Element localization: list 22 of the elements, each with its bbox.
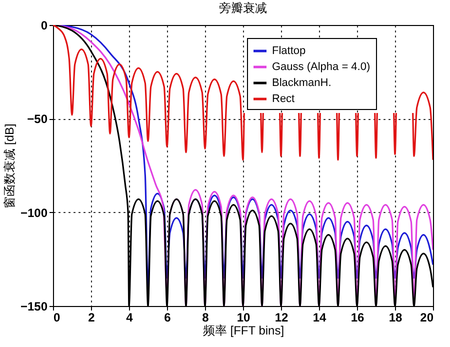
legend-label: Gauss (Alpha = 4.0) bbox=[272, 61, 370, 73]
x-tick-label: 18 bbox=[388, 310, 402, 324]
x-tick-label: 4 bbox=[126, 310, 134, 324]
chart-title: 旁瓣衰减 bbox=[219, 1, 267, 15]
x-tick-label: 8 bbox=[202, 310, 210, 324]
x-tick-label: 20 bbox=[420, 310, 434, 324]
y-tick-label: −100 bbox=[20, 206, 48, 220]
y-tick-label: −50 bbox=[27, 112, 48, 126]
x-tick-label: 12 bbox=[274, 310, 288, 324]
x-tick-label: 2 bbox=[88, 310, 96, 324]
legend-label: BlackmanH. bbox=[272, 77, 332, 89]
legend-label: Rect bbox=[272, 93, 295, 105]
x-tick-label: 10 bbox=[236, 310, 250, 324]
x-tick-label: 14 bbox=[312, 310, 326, 324]
y-tick-label: 0 bbox=[40, 18, 48, 32]
x-tick-label: 0 bbox=[54, 310, 60, 324]
y-tick-label: −150 bbox=[20, 300, 48, 314]
x-tick-label: 16 bbox=[350, 310, 364, 324]
x-tick-label: 6 bbox=[164, 310, 172, 324]
y-axis-title: 窗函数衰减 [dB] bbox=[2, 124, 16, 208]
legend-label: Flattop bbox=[272, 45, 306, 57]
x-axis-title: 频率 [FFT bins] bbox=[202, 324, 284, 338]
